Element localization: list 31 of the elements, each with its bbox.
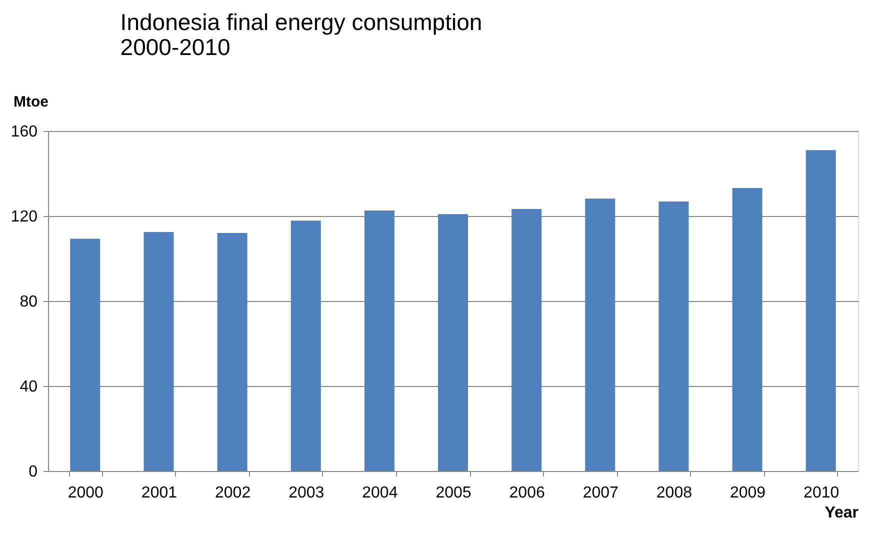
bar [585, 198, 616, 471]
y-axis-title: Mtoe [14, 94, 48, 110]
bar [658, 202, 689, 471]
x-tick-label: 2006 [509, 484, 545, 502]
bar [806, 150, 836, 471]
bar [70, 238, 100, 471]
bar [438, 214, 468, 471]
x-tick-label: 2004 [362, 484, 398, 502]
bar [290, 220, 321, 471]
bar [217, 233, 248, 471]
x-tick-label: 2000 [68, 484, 104, 502]
x-tick-label: 2007 [582, 484, 619, 502]
text: 2000-2010 [120, 34, 230, 60]
bar [144, 232, 174, 471]
x-tick-label: 2008 [656, 484, 692, 502]
x-tick-label: 2009 [730, 484, 766, 502]
x-tick-label: 2003 [288, 484, 324, 502]
y-tick-label: 80 [20, 294, 38, 310]
y-tick-label: 160 [10, 124, 38, 140]
x-tick-label: 2010 [804, 484, 840, 502]
bar [512, 208, 542, 471]
bar [364, 210, 394, 471]
bar [732, 188, 762, 471]
y-tick-label: 40 [20, 378, 38, 396]
x-tick-label: 2002 [214, 484, 251, 502]
x-tick-label: 2005 [436, 484, 472, 502]
x-tick-label: 2001 [141, 484, 178, 502]
y-tick-label: 120 [10, 208, 38, 226]
x-axis-title: Year [824, 504, 858, 522]
y-tick-label: 0 [28, 464, 38, 480]
text: Indonesia final energy consumption [120, 9, 482, 35]
